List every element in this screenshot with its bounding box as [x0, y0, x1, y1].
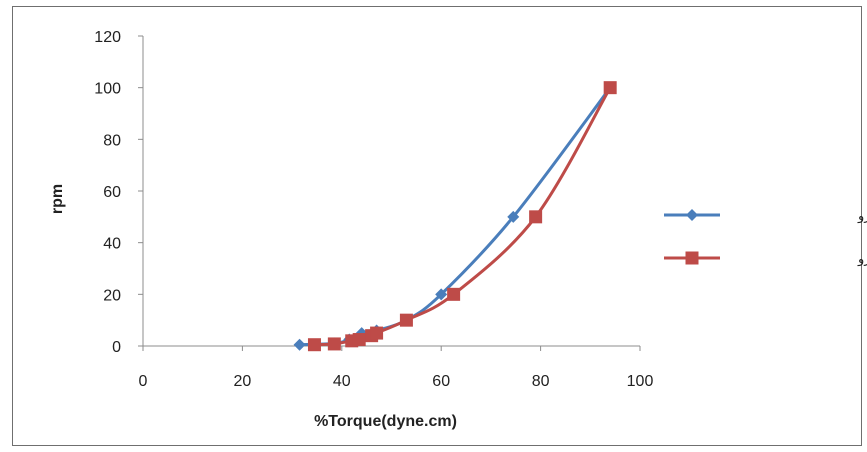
series-layer [293, 81, 617, 352]
data-point [447, 287, 461, 301]
series-2 [307, 81, 617, 352]
series-line [299, 86, 612, 347]
data-point [370, 326, 384, 340]
x-tick-label: 100 [627, 373, 654, 390]
legend-item-1: نمودار بالارو [664, 209, 867, 224]
chart-frame [12, 6, 862, 446]
y-tick-label: 80 [103, 132, 121, 149]
axes: 0 20 40 60 80 100 120 0 20 40 60 80 100 [94, 29, 653, 390]
data-point [435, 288, 448, 301]
y-axis-title: rpm [49, 184, 66, 214]
x-tick-label: 80 [532, 373, 550, 390]
x-tick-label: 0 [139, 373, 148, 390]
y-tick-label: 40 [103, 236, 121, 253]
legend-marker [685, 251, 699, 265]
y-tick-label: 60 [103, 184, 121, 201]
x-axis-title: %Torque(dyne.cm) [314, 413, 457, 430]
legend: نمودار بالارو نمودار پایین رو [664, 209, 867, 267]
data-point [399, 313, 413, 327]
y-tick-label: 100 [94, 81, 121, 98]
x-tick-label: 60 [432, 373, 450, 390]
data-point [529, 210, 543, 224]
data-point [327, 337, 341, 351]
data-point [307, 338, 321, 352]
legend-label: نمودار بالارو [857, 209, 867, 224]
data-point [603, 81, 617, 95]
series-1 [293, 81, 617, 351]
legend-marker [686, 209, 698, 221]
legend-item-2: نمودار پایین رو [664, 251, 867, 267]
y-tick-label: 20 [103, 287, 121, 304]
legend-label: نمودار پایین رو [857, 252, 867, 267]
x-tick-label: 40 [333, 373, 351, 390]
data-point [352, 333, 366, 347]
y-tick-label: 120 [94, 29, 121, 46]
data-point [293, 338, 306, 351]
y-tick-label: 0 [112, 339, 121, 356]
series-line [314, 86, 612, 347]
data-point [507, 210, 520, 223]
x-tick-label: 20 [234, 373, 252, 390]
